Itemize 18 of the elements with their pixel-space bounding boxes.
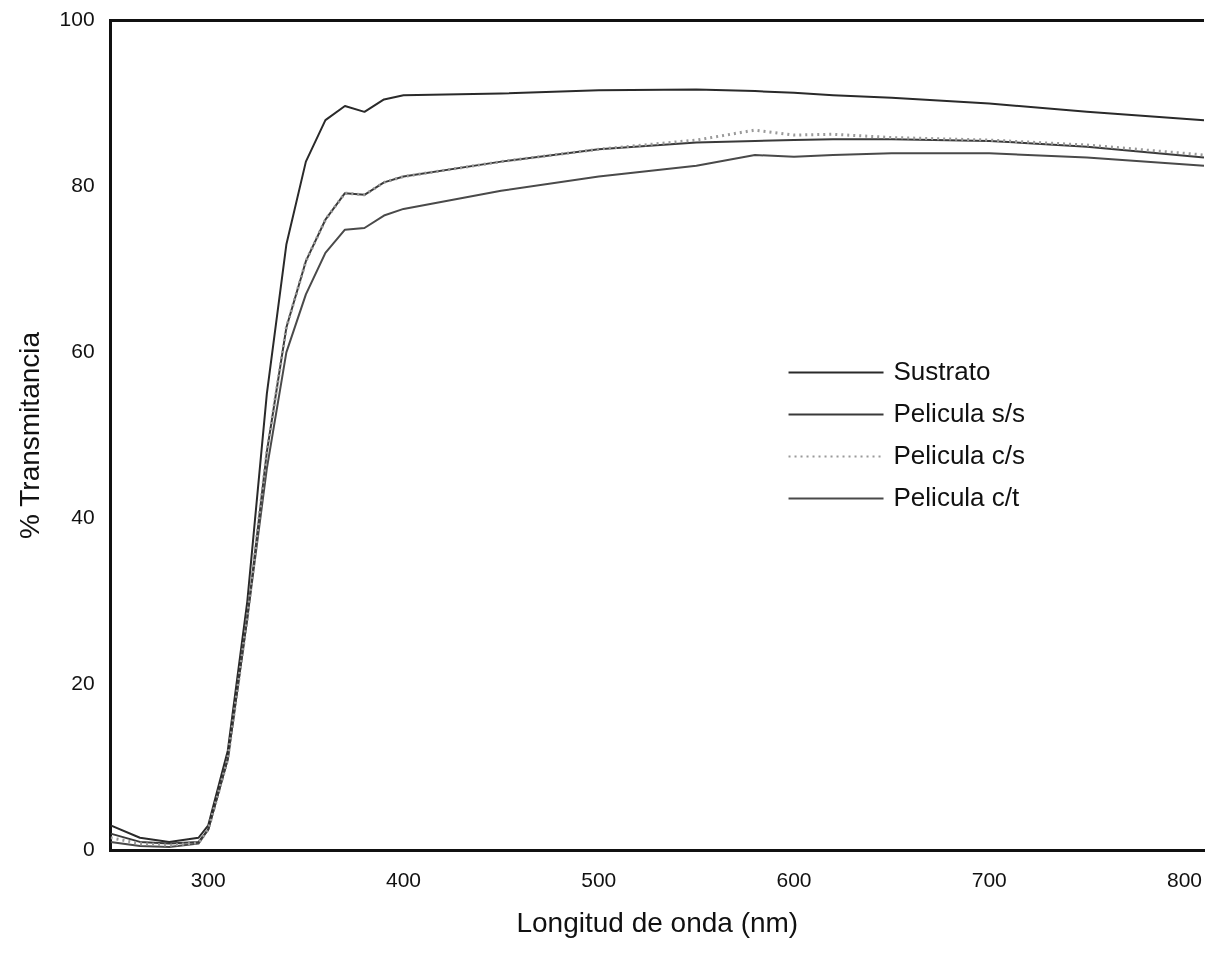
x-tick-label: 700 [971,867,1007,891]
legend-label: Sustrato [893,355,991,386]
y-tick-label: 20 [71,671,95,695]
x-tick-label: 500 [581,867,617,891]
y-tick-label: 40 [71,505,95,529]
x-tick-label: 800 [1166,867,1202,891]
y-tick-label: 100 [59,7,95,31]
legend-label: Pelicula c/t [893,481,1021,512]
y-axis-title: % Transmitancia [13,331,45,539]
x-tick-label: 400 [385,867,422,891]
x-tick-label: 300 [190,867,226,891]
legend-label: Pelicula c/s [893,439,1026,470]
y-tick-label: 0 [82,837,95,860]
y-tick-label: 80 [71,173,95,197]
x-axis-title: Longitud de onda (nm) [516,906,799,938]
x-tick-label: 600 [776,867,812,891]
y-tick-label: 60 [71,339,95,363]
legend-label: Pelicula s/s [893,397,1026,428]
